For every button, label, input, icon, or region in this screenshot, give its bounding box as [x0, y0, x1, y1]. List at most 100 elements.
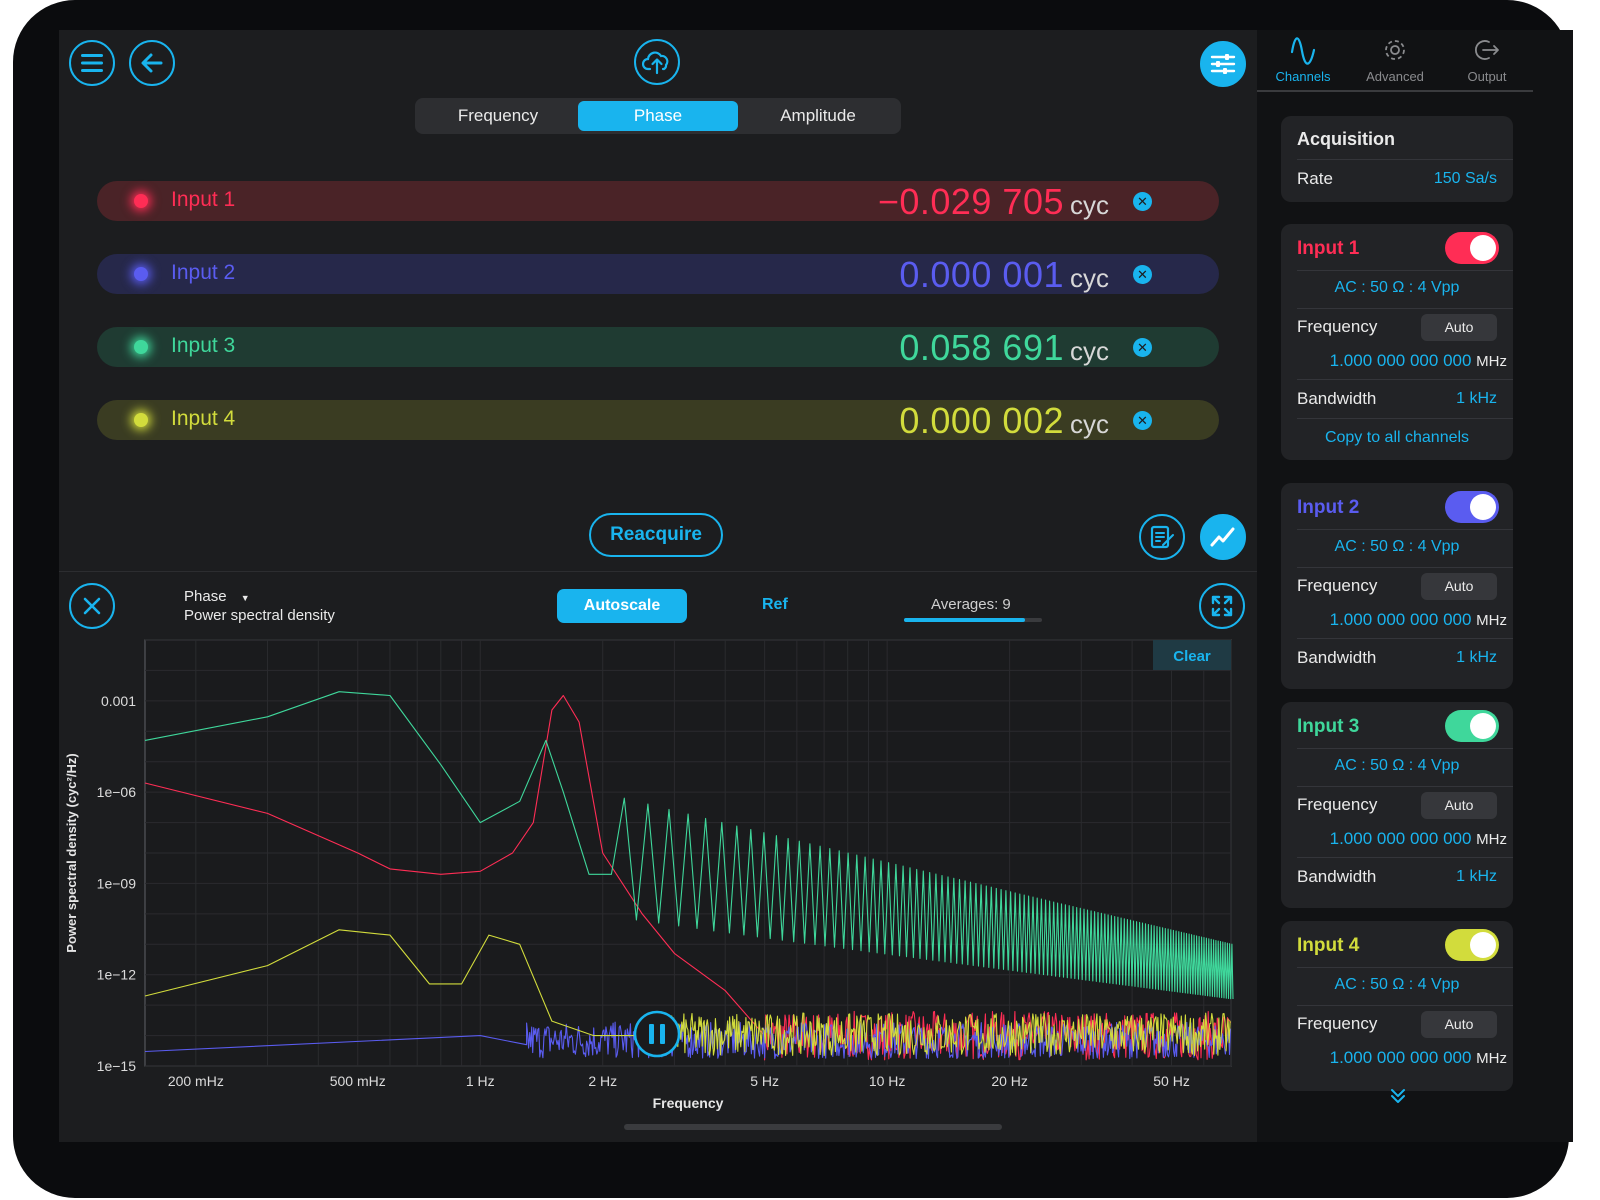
acquisition-title: Acquisition	[1297, 129, 1395, 149]
plot-selector[interactable]: Phase ▼ Power spectral density	[184, 588, 335, 625]
frequency-value[interactable]: 1.000 000 000 000 MHz	[1297, 1048, 1507, 1068]
frequency-auto-button[interactable]: Auto	[1421, 573, 1497, 600]
channel-indicator-dot	[134, 413, 148, 427]
input-coupling-config[interactable]: AC : 50 Ω : 4 Vpp	[1334, 757, 1460, 774]
channel-readout-2[interactable]: Input 2 0.000 001 cyc ✕	[97, 254, 1219, 295]
trend-button[interactable]	[1200, 514, 1246, 560]
clear-button[interactable]	[1153, 640, 1231, 670]
frequency-auto-button[interactable]: Auto	[1421, 314, 1497, 341]
bandwidth-value[interactable]: 1 kHz	[1456, 390, 1497, 407]
expand-icon	[1211, 595, 1233, 617]
y-tick-label: 1e−06	[97, 784, 137, 800]
tab-amplitude[interactable]: Amplitude	[780, 106, 856, 125]
sidebar-tabs: Channels Advanced Output	[1257, 30, 1533, 92]
x-axis-label: Frequency	[653, 1095, 724, 1111]
back-button[interactable]	[129, 40, 175, 86]
copy-to-all-button[interactable]: Copy to all channels	[1324, 429, 1470, 446]
menu-icon	[81, 54, 103, 72]
frequency-label: Frequency	[1297, 576, 1378, 595]
settings-button[interactable]	[1200, 41, 1246, 87]
tab-output[interactable]: Output	[1441, 30, 1533, 90]
expand-plot-button[interactable]	[1199, 583, 1245, 629]
back-arrow-icon	[141, 53, 163, 73]
close-icon	[83, 597, 101, 615]
settings-sidebar: Channels Advanced Output Acquisition Rat…	[1257, 30, 1573, 1142]
channel-readout-4[interactable]: Input 4 0.000 002 cyc ✕	[97, 400, 1219, 441]
frequency-auto-button[interactable]: Auto	[1421, 1011, 1497, 1038]
series-line-1	[144, 694, 1232, 1061]
x-tick-label: 500 mHz	[330, 1073, 386, 1089]
channel-readout-1[interactable]: Input 1 −0.029 705 cyc ✕	[97, 181, 1219, 222]
averages-slider[interactable]	[904, 618, 1042, 622]
input-enable-toggle[interactable]	[1445, 491, 1499, 523]
tab-channels-label: Channels	[1275, 69, 1331, 84]
separator	[1297, 857, 1513, 858]
bandwidth-value[interactable]: 1 kHz	[1456, 868, 1497, 885]
chevron-double-down-icon[interactable]	[1389, 1086, 1407, 1106]
input-coupling-config[interactable]: AC : 50 Ω : 4 Vpp	[1334, 538, 1460, 555]
input-enable-toggle[interactable]	[1445, 710, 1499, 742]
remove-channel-icon[interactable]: ✕	[1133, 338, 1152, 357]
remove-channel-icon[interactable]: ✕	[1133, 265, 1152, 284]
input-coupling-config[interactable]: AC : 50 Ω : 4 Vpp	[1334, 976, 1460, 993]
measurement-tabs: Frequency Phase Amplitude	[415, 98, 901, 134]
channel-unit: cyc	[1070, 336, 1109, 366]
pause-icon	[660, 1024, 665, 1044]
channel-value: −0.029 705	[877, 181, 1064, 222]
bandwidth-label: Bandwidth	[1297, 867, 1377, 886]
tab-channels[interactable]: Channels	[1257, 30, 1349, 90]
autoscale-button[interactable]: Autoscale	[557, 589, 687, 623]
channel-unit: cyc	[1070, 409, 1109, 439]
pause-button[interactable]	[633, 1010, 681, 1058]
input-enable-toggle[interactable]	[1445, 232, 1499, 264]
x-tick-label: 10 Hz	[869, 1073, 906, 1089]
panel-divider	[59, 571, 1257, 572]
notes-button[interactable]	[1139, 514, 1185, 560]
averages-label: Averages: 9	[931, 596, 1011, 613]
rate-label: Rate	[1297, 169, 1333, 188]
ref-button[interactable]: Ref	[762, 596, 788, 613]
separator	[1297, 967, 1513, 968]
reacquire-button[interactable]: Reacquire	[589, 513, 723, 557]
tablet-frame: Frequency Phase Amplitude Input 1 −0.029 …	[13, 0, 1573, 1198]
sliders-icon	[1210, 54, 1236, 74]
psd-chart[interactable]: 200 mHz 500 mHz 1 Hz 2 Hz 5 Hz 10 Hz 20 Hz 50 H…	[59, 630, 1257, 1142]
frequency-unit: MHz	[1476, 612, 1507, 629]
bandwidth-label: Bandwidth	[1297, 648, 1377, 667]
input-coupling-config[interactable]: AC : 50 Ω : 4 Vpp	[1334, 279, 1460, 296]
y-tick-label: 1e−15	[97, 1058, 137, 1074]
tab-phase[interactable]: Phase	[578, 101, 738, 131]
frequency-value[interactable]: 1.000 000 000 000 MHz	[1297, 351, 1507, 371]
input-enable-toggle[interactable]	[1445, 929, 1499, 961]
separator	[1297, 379, 1513, 380]
tab-advanced[interactable]: Advanced	[1349, 30, 1441, 90]
plot-quantity: Phase	[184, 588, 227, 605]
separator	[1297, 159, 1513, 160]
x-tick-label: 5 Hz	[750, 1073, 779, 1089]
channel-readout-3[interactable]: Input 3 0.058 691 cyc ✕	[97, 327, 1219, 368]
toggle-knob	[1470, 494, 1496, 520]
cloud-upload-icon	[642, 51, 669, 75]
frequency-value[interactable]: 1.000 000 000 000 MHz	[1297, 829, 1507, 849]
channel-value: 0.000 001	[899, 254, 1064, 295]
series-line-3	[144, 691, 1234, 1000]
remove-channel-icon[interactable]: ✕	[1133, 192, 1152, 211]
input-title: Input 3	[1297, 716, 1360, 737]
notes-edit-icon	[1150, 525, 1174, 549]
frequency-value[interactable]: 1.000 000 000 000 MHz	[1297, 610, 1507, 630]
rate-value[interactable]: 150 Sa/s	[1433, 170, 1497, 187]
tab-output-label: Output	[1467, 69, 1507, 84]
tab-frequency[interactable]: Frequency	[457, 106, 539, 125]
close-plot-button[interactable]	[69, 583, 115, 629]
home-indicator	[624, 1124, 1002, 1130]
channel-indicator-dot	[134, 340, 148, 354]
upload-button[interactable]	[634, 39, 680, 85]
channel-indicator-dot	[134, 267, 148, 281]
bandwidth-value[interactable]: 1 kHz	[1456, 649, 1497, 666]
remove-channel-icon[interactable]: ✕	[1133, 411, 1152, 430]
input-title: Input 1	[1297, 238, 1360, 259]
menu-button[interactable]	[69, 40, 115, 86]
clear-button-label[interactable]: Clear	[1173, 648, 1211, 665]
frequency-auto-button[interactable]: Auto	[1421, 792, 1497, 819]
x-tick-label: 2 Hz	[588, 1073, 617, 1089]
